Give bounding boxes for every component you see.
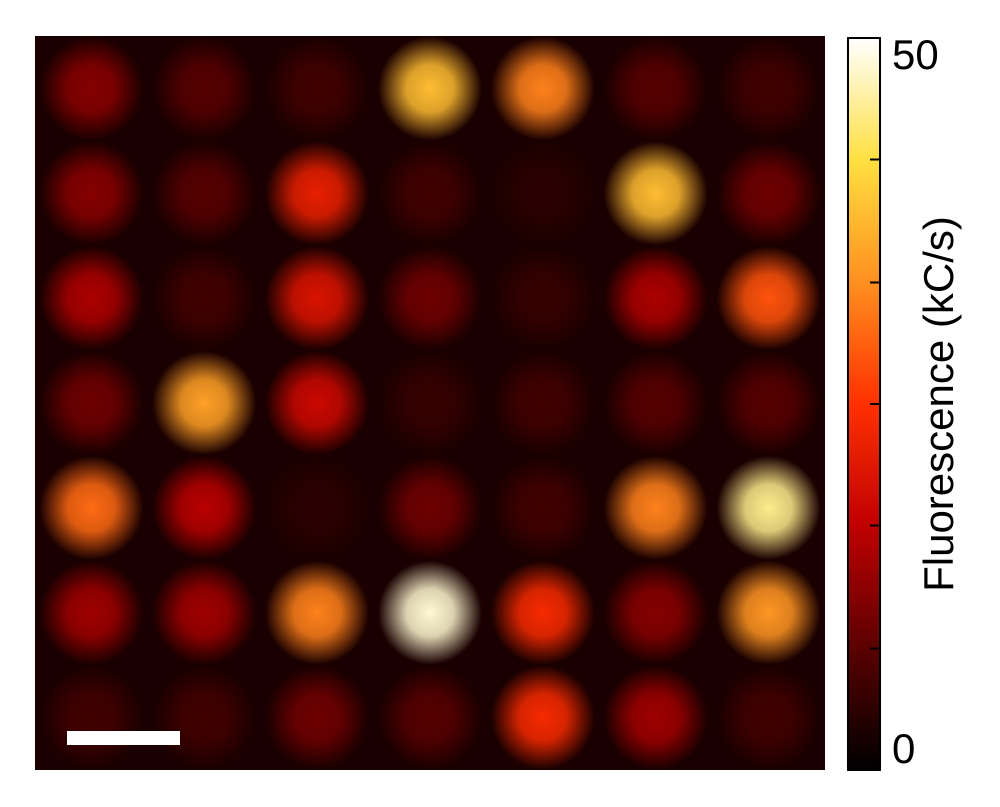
spot [490, 560, 595, 665]
spot [490, 351, 595, 455]
spot [152, 455, 257, 560]
spot [603, 665, 708, 770]
spot [716, 665, 821, 770]
spot [603, 560, 708, 665]
spot [716, 141, 821, 246]
spot [603, 141, 708, 246]
spot [152, 246, 257, 351]
scale-bar [67, 731, 180, 745]
spot [378, 665, 482, 770]
spot [152, 141, 257, 246]
spot [378, 455, 482, 560]
spot [152, 36, 257, 141]
spot [716, 36, 821, 141]
colorbar-label: Fluorescence (kC/s) [915, 216, 962, 592]
spot [603, 246, 708, 351]
spot [716, 560, 821, 665]
spot [39, 455, 144, 560]
spot [716, 351, 821, 455]
spot [603, 36, 708, 141]
spot [378, 141, 482, 246]
spot [39, 246, 144, 351]
spot [265, 141, 370, 246]
spot [716, 455, 821, 560]
spot [39, 141, 144, 246]
spot [490, 665, 595, 770]
spot [603, 351, 708, 455]
spot [265, 351, 370, 455]
spot [39, 665, 144, 770]
spot [152, 351, 257, 455]
colorbar-tick-label: 50 [892, 31, 939, 78]
spot [152, 665, 257, 770]
spot [490, 36, 595, 141]
spot [490, 141, 595, 246]
spot [603, 455, 708, 560]
spot [378, 246, 482, 351]
spot [490, 455, 595, 560]
spot [39, 351, 144, 455]
spot [265, 36, 370, 141]
spot [39, 36, 144, 141]
spot [265, 246, 370, 351]
spot [378, 351, 482, 455]
colorbar-tick-label: 0 [892, 725, 915, 772]
spot [39, 560, 144, 665]
spot [490, 246, 595, 351]
spot [378, 36, 482, 141]
spot [265, 455, 370, 560]
spot [152, 560, 257, 665]
spot [378, 560, 482, 665]
spot [716, 246, 821, 351]
spot [265, 665, 370, 770]
spot [265, 560, 370, 665]
